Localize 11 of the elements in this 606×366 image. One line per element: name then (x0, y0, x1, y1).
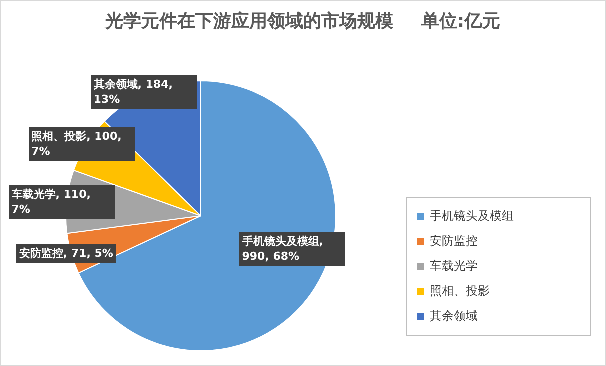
legend-label: 车载光学 (430, 258, 478, 275)
data-label: 其余领域, 184, 13% (90, 74, 197, 108)
data-label: 安防监控, 71, 5% (16, 244, 116, 264)
legend-label: 其余领域 (430, 308, 478, 325)
data-label: 手机镜头及模组, 990, 68% (239, 232, 346, 266)
data-label: 照相、投影, 100, 7% (28, 127, 135, 162)
legend-label: 照相、投影 (430, 283, 490, 300)
legend-label: 安防监控 (430, 233, 478, 250)
legend-label: 手机镜头及模组 (430, 208, 514, 225)
title: 光学元件在下游应用领域的市场规模 单位:亿元 (104, 10, 502, 33)
data-label: 车载光学, 110, 7% (8, 184, 115, 219)
